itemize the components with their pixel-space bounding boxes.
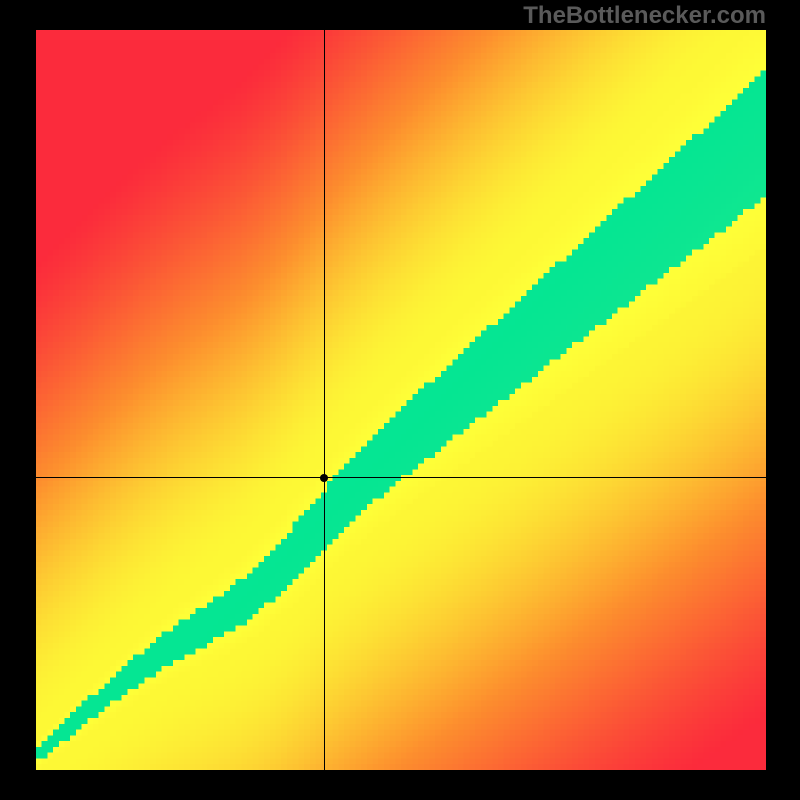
bottleneck-heatmap <box>36 30 766 770</box>
crosshair-horizontal <box>36 477 766 478</box>
chart-container: TheBottlenecker.com <box>0 0 800 800</box>
watermark-text: TheBottlenecker.com <box>523 2 766 30</box>
crosshair-vertical <box>324 30 325 770</box>
